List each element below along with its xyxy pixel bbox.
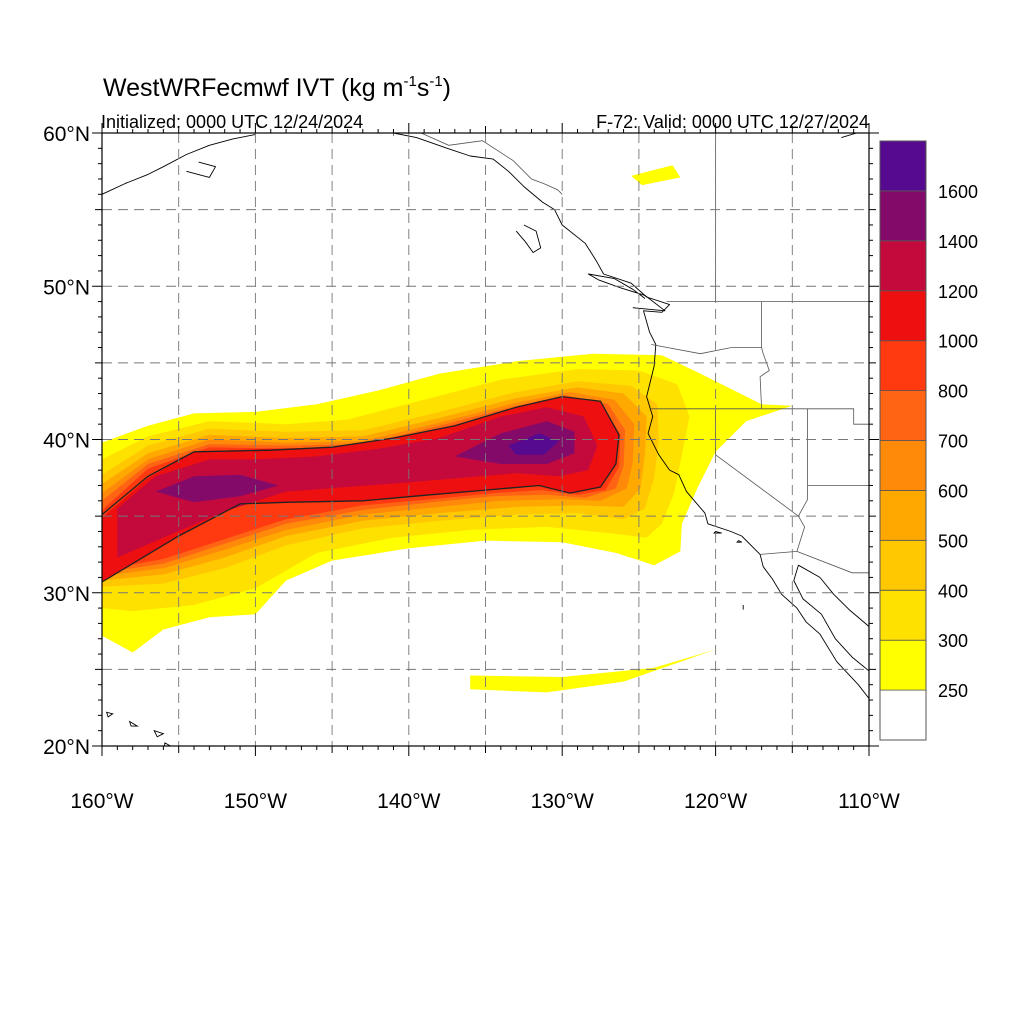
ivt-contour-layer xyxy=(102,395,620,583)
coastline-5 xyxy=(102,134,256,195)
coastline-0 xyxy=(393,133,761,555)
island-4 xyxy=(736,540,742,543)
title-main: WestWRFecmwf IVT (kg m xyxy=(103,74,403,102)
ivt-plume-1200-8 xyxy=(117,407,598,558)
colorbar-swatch-5 xyxy=(879,440,927,491)
colorbar-swatch-8 xyxy=(879,290,927,342)
lat-tick-label-30: 30°N xyxy=(43,583,90,606)
colorbar-label-1400: 1400 xyxy=(938,232,978,252)
coastline-6 xyxy=(186,161,216,178)
colorbar-label-800: 800 xyxy=(938,382,968,402)
colorbar-swatch-7 xyxy=(879,340,927,392)
colorbar-label-600: 600 xyxy=(938,481,968,501)
lat-tick-label-60: 60°N xyxy=(43,123,90,146)
island-2 xyxy=(128,720,139,727)
ivt-plume-250-13 xyxy=(631,165,681,186)
title-sup-2: -1 xyxy=(429,73,442,90)
lon-tick-label-160: 160°W xyxy=(70,790,133,813)
axis-ticks xyxy=(92,123,879,756)
lat-tick-label-20: 20°N xyxy=(43,736,90,759)
ivt-plume-1600-11 xyxy=(508,433,560,455)
colorbar-swatch-6 xyxy=(879,390,927,441)
lon-tick-label-110: 110°W xyxy=(838,790,900,813)
map-panel: 160°W 150°W 140°W 130°W 120°W 110°W 20°N 30°N 40… xyxy=(43,123,900,813)
island-1 xyxy=(153,729,165,738)
island-3 xyxy=(105,711,114,718)
lon-tick-label-150: 150°W xyxy=(224,790,287,813)
colorbar-label-1000: 1000 xyxy=(938,332,978,352)
ivt-plume-250-12 xyxy=(470,649,716,693)
colorbar-label-400: 400 xyxy=(938,581,968,601)
coastline-2 xyxy=(793,564,869,672)
colorbar-swatch-11 xyxy=(879,140,927,192)
border-3 xyxy=(651,408,869,425)
axis-tick-labels: 160°W 150°W 140°W 130°W 120°W 110°W 20°N 30°N 40… xyxy=(43,123,900,813)
colorbar-label-700: 700 xyxy=(938,432,968,452)
colorbar-swatch-2 xyxy=(879,589,927,641)
gridlines xyxy=(102,133,869,746)
colorbar-label-1200: 1200 xyxy=(938,282,978,302)
border-7 xyxy=(798,485,808,517)
border-4 xyxy=(715,408,806,555)
ivt-plume-1400-9 xyxy=(155,474,279,503)
lon-tick-label-130: 130°W xyxy=(531,790,594,813)
colorbar-label-500: 500 xyxy=(938,531,968,551)
lon-tick-label-140: 140°W xyxy=(377,790,440,813)
colorbar-label-250: 250 xyxy=(938,681,968,701)
lat-tick-label-40: 40°N xyxy=(43,430,90,453)
colorbar-label-1600: 1600 xyxy=(938,182,978,202)
colorbar-swatch-9 xyxy=(879,240,927,292)
colorbar-frame xyxy=(879,140,927,741)
colorbar-label-300: 300 xyxy=(938,631,968,651)
ivt-shading xyxy=(102,165,793,693)
valid-time-text: F-72: Valid: 0000 UTC 12/27/2024 xyxy=(596,112,869,132)
border-2 xyxy=(759,301,770,409)
border-10 xyxy=(420,133,563,195)
coastline-3 xyxy=(587,273,666,312)
ivt-contour-1000 xyxy=(102,395,620,583)
coastline-1 xyxy=(759,554,869,699)
initialized-text: Initialized: 0000 UTC 12/24/2024 xyxy=(101,112,363,132)
lat-tick-label-50: 50°N xyxy=(43,276,90,299)
island-5 xyxy=(713,531,722,534)
title-end: ) xyxy=(443,74,451,102)
colorbar: 250 300 400 500 600 700 800 1000 1200 1400 1600 xyxy=(879,140,978,741)
lon-tick-label-120: 120°W xyxy=(684,790,747,813)
title-mid: s xyxy=(417,74,430,102)
colorbar-swatch-1 xyxy=(879,639,927,691)
coastline-7 xyxy=(841,133,857,139)
colorbar-swatch-10 xyxy=(879,190,927,242)
border-5 xyxy=(796,551,869,574)
coastline-4 xyxy=(515,224,542,253)
figure-title: WestWRFecmwf IVT (kg m-1s-1) xyxy=(103,73,451,102)
title-sup-1: -1 xyxy=(403,73,416,90)
colorbar-swatch-3 xyxy=(879,539,927,591)
colorbar-swatch-0 xyxy=(879,689,927,741)
colorbar-swatch-4 xyxy=(879,489,927,541)
